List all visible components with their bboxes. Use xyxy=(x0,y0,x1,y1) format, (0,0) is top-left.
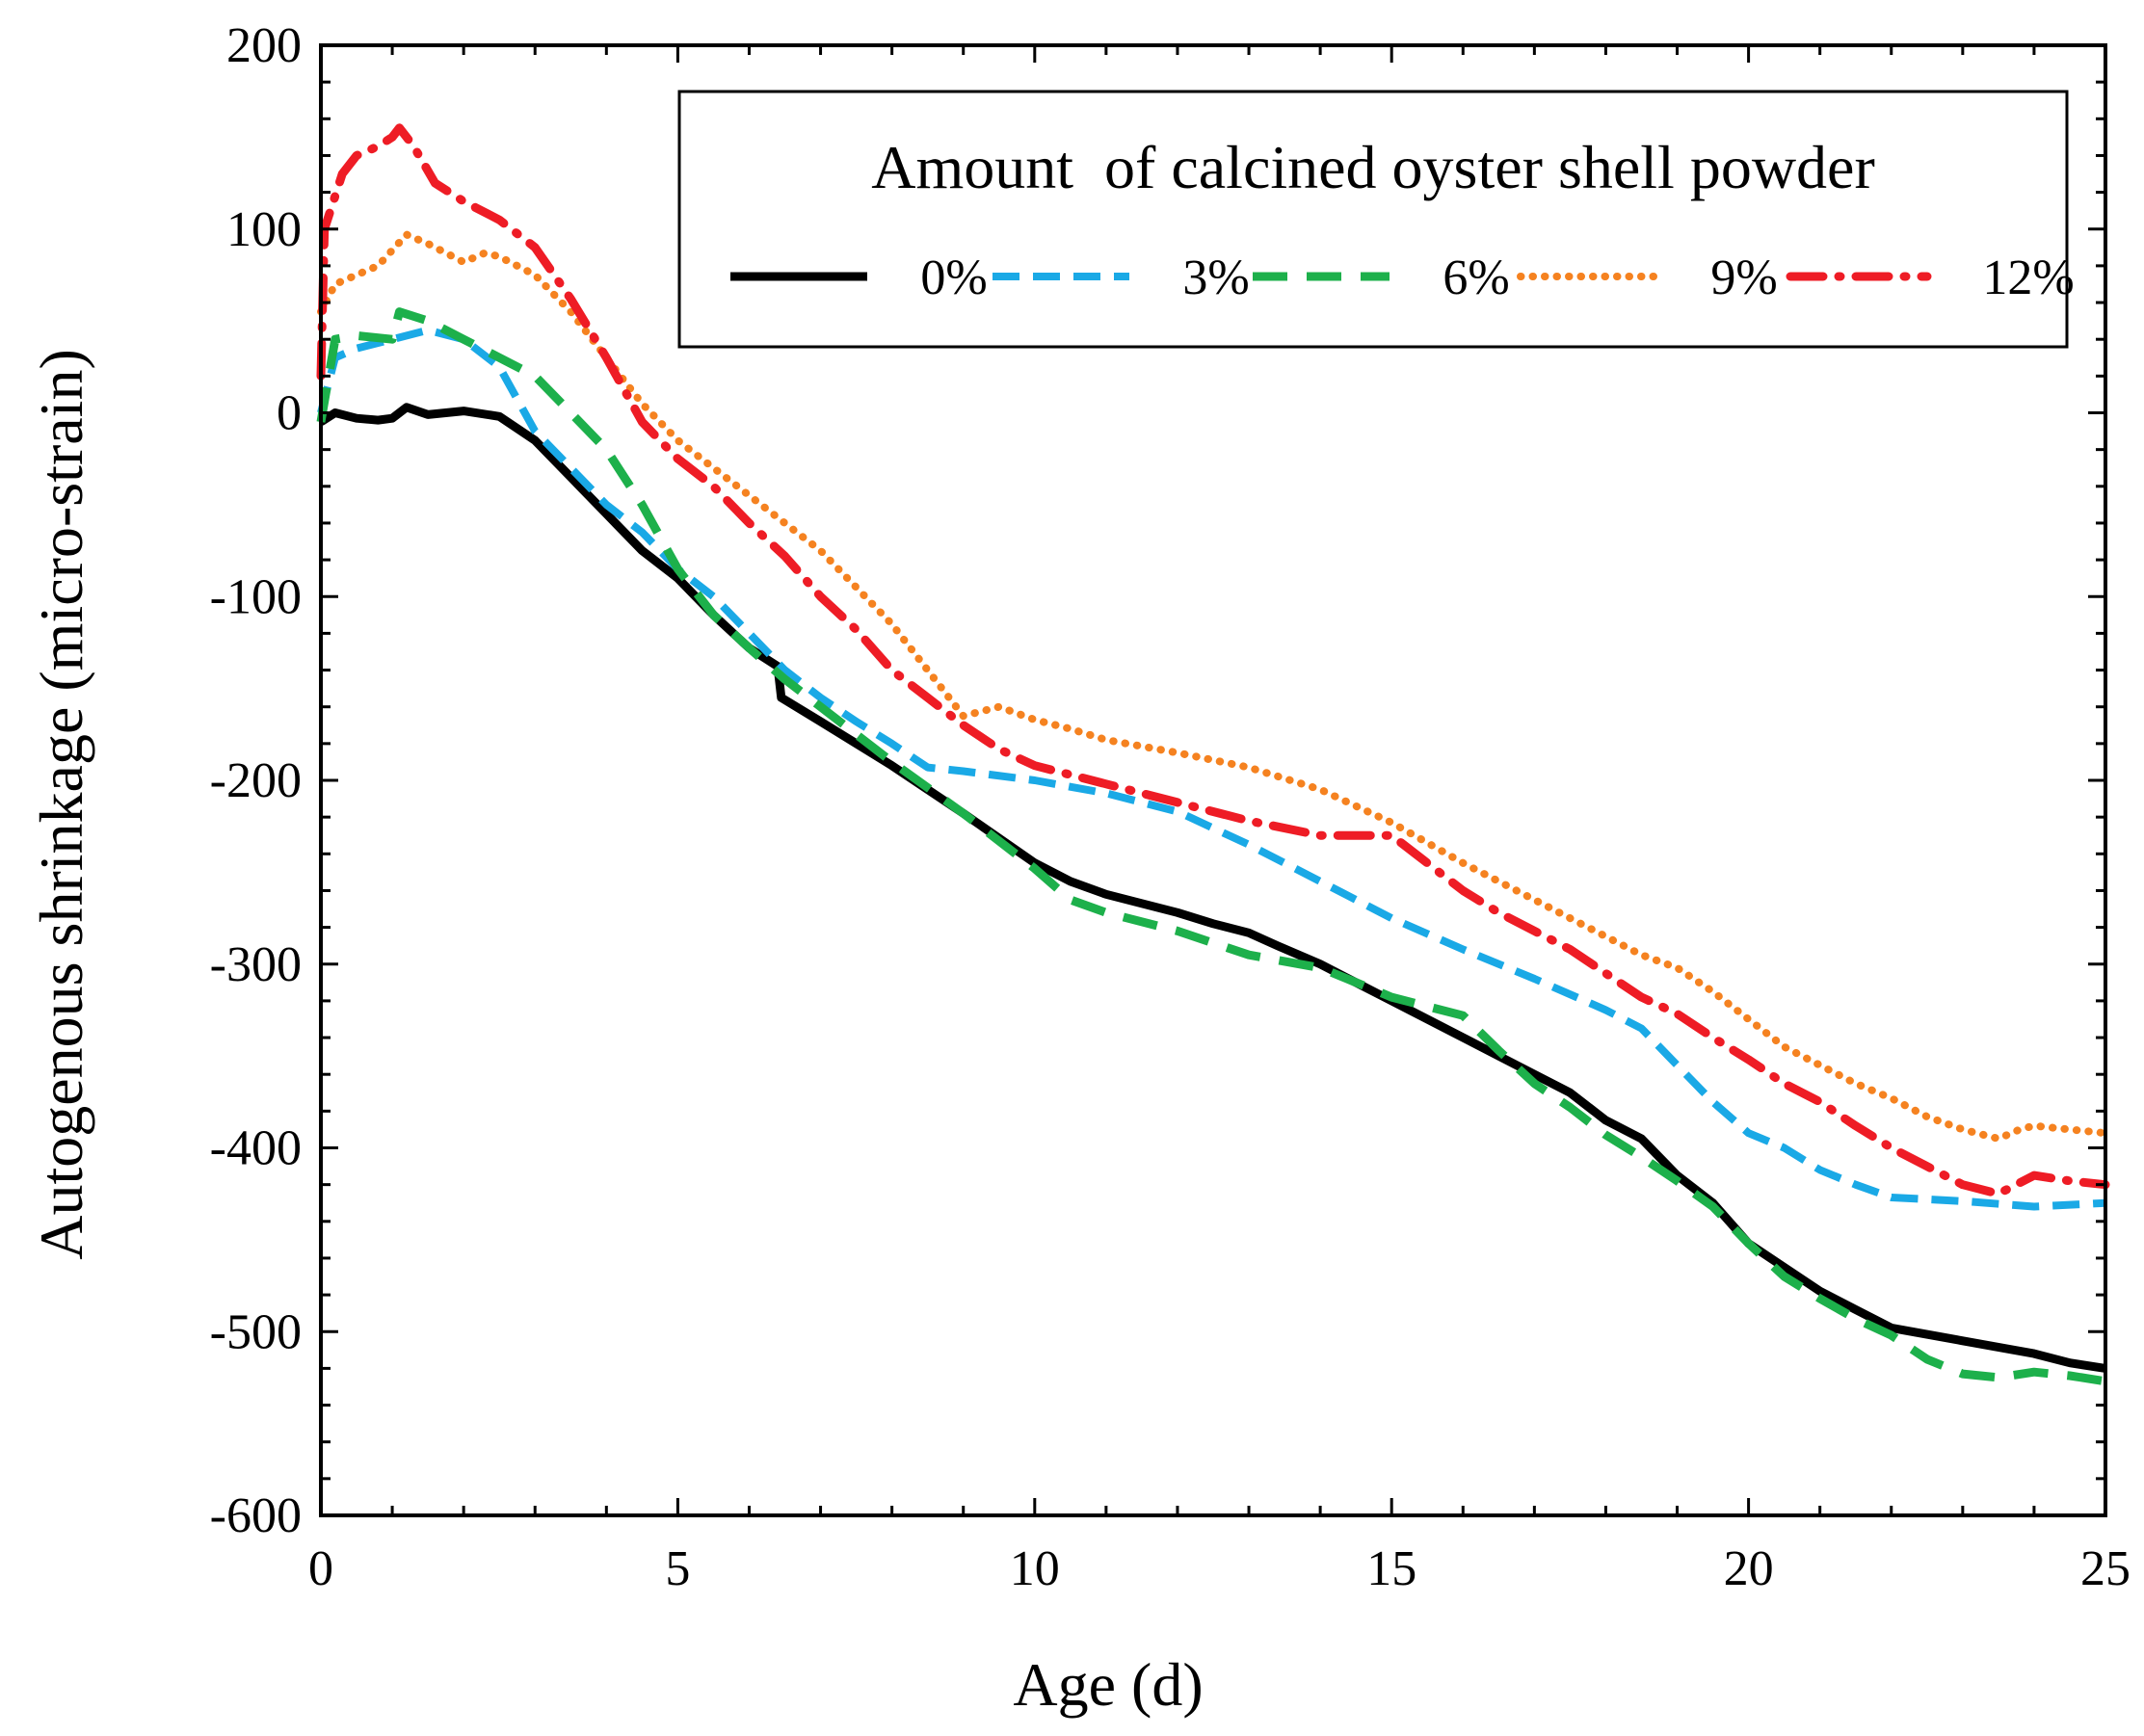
y-tick-label: 200 xyxy=(226,18,302,73)
y-tick-label: 100 xyxy=(226,202,302,257)
legend: Amount of calcined oyster shell powder 0… xyxy=(677,90,2075,349)
legend-title: Amount of calcined oyster shell powder xyxy=(871,133,1875,201)
legend-label-3: 9% xyxy=(1710,250,1777,305)
y-tick-label: -100 xyxy=(210,569,302,624)
y-axis-title: Autogenous shrinkage (micro-strain) xyxy=(27,349,95,1260)
x-tick-label: 15 xyxy=(1366,1541,1416,1596)
series-line-4 xyxy=(316,123,2110,1198)
legend-label-1: 3% xyxy=(1182,250,1249,305)
y-tick-label: -200 xyxy=(210,753,302,808)
legend-label-0: 0% xyxy=(920,250,987,305)
plot-area xyxy=(316,123,2110,1386)
y-tick-label: -500 xyxy=(210,1304,302,1359)
legend-box xyxy=(677,90,2069,349)
series-line-1 xyxy=(317,326,2106,1211)
x-tick-label: 10 xyxy=(1010,1541,1060,1596)
x-tick-label: 20 xyxy=(1724,1541,1774,1596)
x-tick-label: 5 xyxy=(665,1541,690,1596)
series-line-2 xyxy=(316,307,2106,1386)
y-tick-label: 0 xyxy=(277,386,302,441)
y-tick-label: -300 xyxy=(210,937,302,992)
legend-label-2: 6% xyxy=(1443,250,1509,305)
legend-entries: 0% 3% 6% 9% 12% xyxy=(730,250,2075,305)
legend-label-4: 12% xyxy=(1982,250,2074,305)
x-tick-label: 25 xyxy=(2080,1541,2131,1596)
y-tick-label: -400 xyxy=(210,1121,302,1176)
x-tick-label: 0 xyxy=(308,1541,333,1596)
x-axis-title: Age (d) xyxy=(1013,1650,1203,1719)
y-tick-label: -600 xyxy=(210,1488,302,1543)
series-line-3 xyxy=(317,230,2109,1143)
